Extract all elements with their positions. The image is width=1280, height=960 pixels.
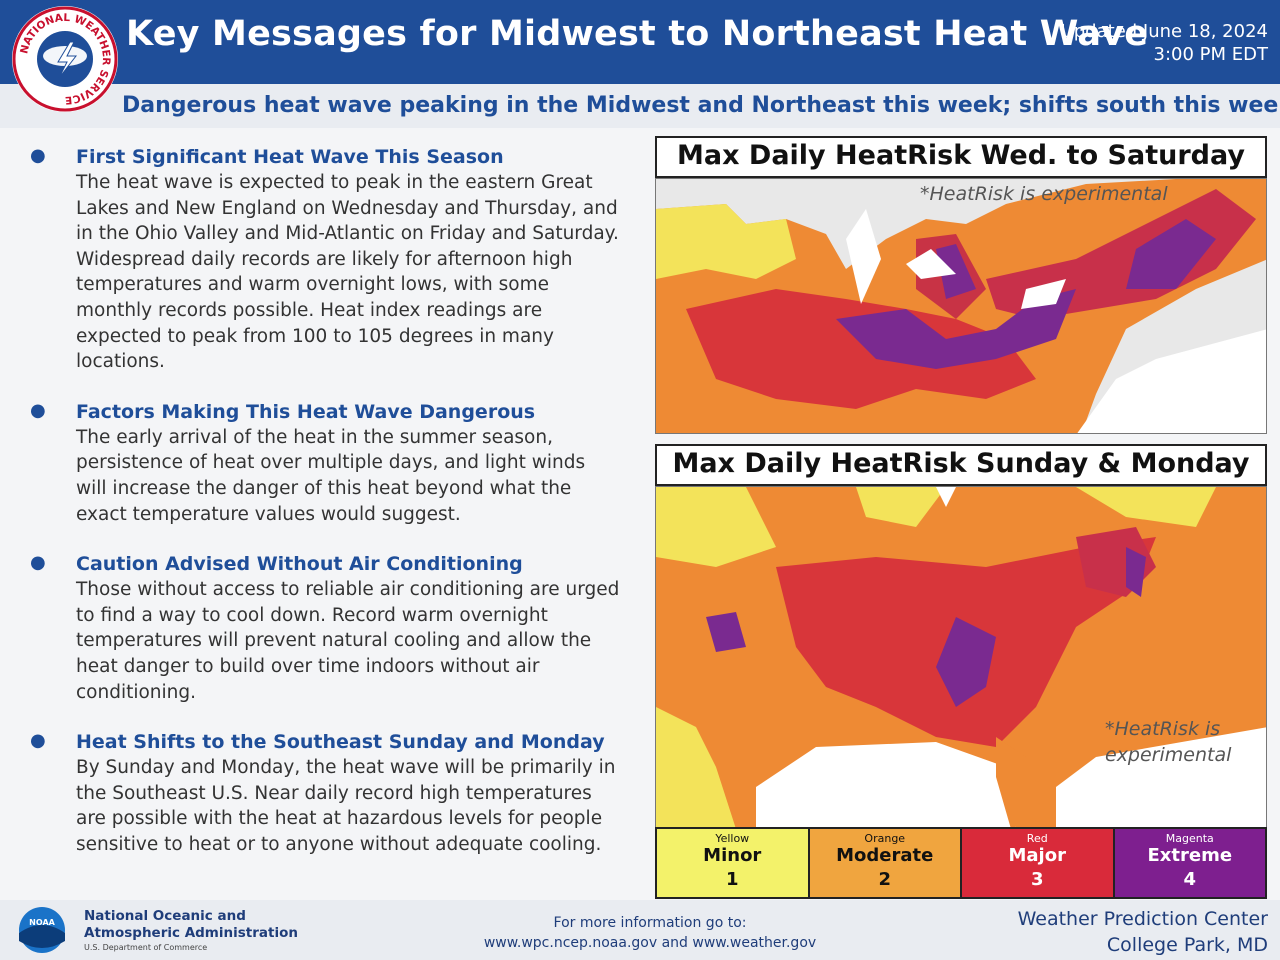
noaa-department: U.S. Department of Commerce bbox=[84, 943, 208, 952]
map2-title-box: Max Daily HeatRisk Sunday & Monday bbox=[655, 444, 1267, 486]
map1-heatrisk-map bbox=[655, 178, 1267, 434]
map2-title: Max Daily HeatRisk Sunday & Monday bbox=[672, 448, 1250, 479]
bullet-dot: ● bbox=[30, 399, 46, 421]
legend-color-name: Magenta bbox=[1165, 832, 1214, 845]
legend-label: Minor bbox=[703, 845, 762, 866]
key-message: ● Factors Making This Heat Wave Dangerou… bbox=[30, 400, 620, 527]
key-message: ● Heat Shifts to the Southeast Sunday an… bbox=[30, 730, 620, 857]
subtitle: Dangerous heat wave peaking in the Midwe… bbox=[122, 93, 1280, 118]
legend-major: Red Major 3 bbox=[962, 829, 1115, 897]
subtitle-bar bbox=[0, 84, 1280, 128]
legend-level: 2 bbox=[878, 869, 892, 890]
legend-level: 4 bbox=[1183, 869, 1197, 890]
bullet-dot: ● bbox=[30, 552, 46, 574]
heatrisk-legend: Yellow Minor 1 Orange Moderate 2 Red Maj… bbox=[655, 827, 1267, 899]
more-info-label: For more information go to: bbox=[553, 915, 747, 931]
map2-note-line2: experimental bbox=[1105, 744, 1232, 766]
key-message-heading: Caution Advised Without Air Conditioning bbox=[76, 553, 523, 576]
key-message-heading: Factors Making This Heat Wave Dangerous bbox=[76, 400, 536, 423]
legend-level: 1 bbox=[725, 869, 739, 890]
key-message-text: By Sunday and Monday, the heat wave will… bbox=[76, 757, 616, 855]
updated-date: Updated June 18, 2024 bbox=[1060, 21, 1268, 42]
legend-color-name: Yellow bbox=[715, 832, 750, 845]
map1-title-box: Max Daily HeatRisk Wed. to Saturday bbox=[655, 136, 1267, 178]
nws-logo: NATIONAL WEATHER SERVICE bbox=[12, 6, 118, 112]
legend-moderate: Orange Moderate 2 bbox=[809, 829, 962, 897]
bullet-dot: ● bbox=[30, 145, 46, 166]
wpc-location: College Park, MD bbox=[1106, 934, 1268, 956]
map2-note-line1: *HeatRisk is bbox=[1105, 718, 1221, 740]
legend-label: Extreme bbox=[1147, 845, 1233, 866]
legend-color-name: Orange bbox=[864, 832, 906, 845]
wpc-name: Weather Prediction Center bbox=[1017, 908, 1268, 930]
key-message: ● Caution Advised Without Air Conditioni… bbox=[30, 552, 620, 705]
footer-bar bbox=[0, 900, 1280, 960]
updated-timestamp: Updated June 18, 2024 3:00 PM EDT bbox=[1061, 20, 1268, 66]
noaa-logo: NOAA bbox=[14, 905, 70, 955]
map2-heatrisk-map bbox=[655, 486, 1267, 828]
key-message-text: The heat wave is expected to peak in the… bbox=[76, 172, 619, 373]
map1-experimental-note: *HeatRisk is experimental bbox=[920, 183, 1168, 205]
legend-label: Moderate bbox=[836, 845, 934, 866]
noaa-name-line2: Atmospheric Administration bbox=[84, 925, 298, 941]
legend-minor: Yellow Minor 1 bbox=[657, 829, 810, 897]
key-message: ● First Significant Heat Wave This Seaso… bbox=[30, 145, 620, 375]
page-title: Key Messages for Midwest to Northeast He… bbox=[126, 14, 1149, 54]
updated-time: 3:00 PM EDT bbox=[1153, 44, 1268, 65]
legend-color-name: Red bbox=[1026, 832, 1048, 845]
key-message-text: Those without access to reliable air con… bbox=[76, 579, 620, 703]
key-message-heading: First Significant Heat Wave This Season bbox=[76, 146, 504, 168]
wpc-credit: Weather Prediction Center College Park, … bbox=[1018, 906, 1268, 958]
noaa-name: National Oceanic and Atmospheric Adminis… bbox=[84, 908, 298, 942]
map2-experimental-note: *HeatRisk is experimental bbox=[1105, 716, 1231, 768]
legend-label: Major bbox=[1008, 845, 1066, 866]
map1-title: Max Daily HeatRisk Wed. to Saturday bbox=[677, 140, 1245, 171]
more-info: For more information go to: www.wpc.ncep… bbox=[440, 913, 860, 953]
more-info-links[interactable]: www.wpc.ncep.noaa.gov and www.weather.go… bbox=[483, 935, 817, 951]
legend-extreme: Magenta Extreme 4 bbox=[1114, 829, 1265, 897]
noaa-name-line1: National Oceanic and bbox=[84, 908, 246, 924]
key-message-text: The early arrival of the heat in the sum… bbox=[76, 426, 586, 525]
bullet-dot: ● bbox=[30, 730, 46, 752]
svg-text:NOAA: NOAA bbox=[29, 918, 55, 927]
legend-level: 3 bbox=[1030, 869, 1044, 890]
key-messages-list: ● First Significant Heat Wave This Seaso… bbox=[30, 145, 620, 882]
key-message-heading: Heat Shifts to the Southeast Sunday and … bbox=[76, 731, 605, 754]
header-bar bbox=[0, 0, 1280, 84]
